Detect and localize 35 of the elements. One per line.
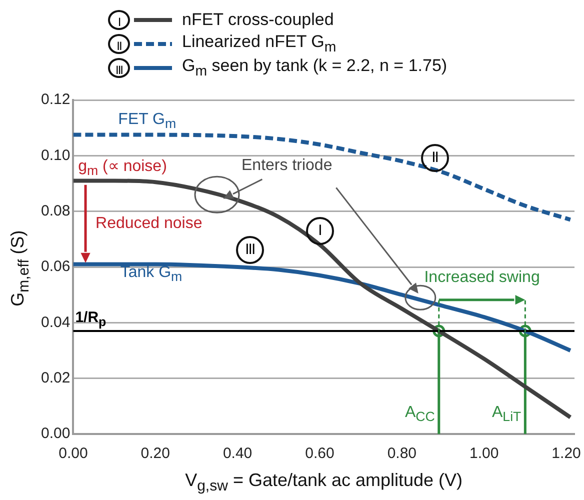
text: III bbox=[115, 63, 122, 77]
y-tick-label: 0.08 bbox=[40, 202, 70, 220]
annotation: Tank G$_{m}$ bbox=[120, 264, 182, 285]
annotation: III bbox=[236, 236, 264, 264]
annotation: FET G$_{m}$ bbox=[118, 111, 176, 132]
y-tick-label: 0.12 bbox=[40, 91, 70, 108]
line-series bbox=[73, 262, 572, 352]
y-tick-label: 0.00 bbox=[40, 425, 70, 442]
annotation: A$_{CC}$ bbox=[404, 404, 435, 424]
annotation: Enters triode bbox=[242, 157, 332, 176]
x-tick-label: 0.40 bbox=[222, 445, 252, 462]
annotation: Reduced noise bbox=[96, 215, 202, 234]
x-tick-label: 0.20 bbox=[140, 445, 170, 462]
x-axis-title: V$_{g,sw}$ = Gate/tank ac amplitude (V) bbox=[184, 470, 464, 495]
x-tick-label: 1.00 bbox=[469, 445, 499, 462]
annotation: A$_{LiT}$ bbox=[492, 404, 522, 424]
annotation: II bbox=[420, 144, 449, 172]
annotation: I bbox=[306, 216, 334, 245]
ref-line-label: 1/R$_{p}$ bbox=[75, 309, 106, 330]
x-tick-label: 0.00 bbox=[58, 445, 88, 462]
x-tick-label: 0.60 bbox=[305, 445, 334, 462]
annotation: Increased swing bbox=[424, 268, 540, 287]
y-tick-label: 0.02 bbox=[40, 369, 70, 386]
text: II bbox=[116, 39, 122, 53]
x-tick-label: 0.80 bbox=[387, 445, 417, 462]
y-tick-label: 0.10 bbox=[40, 146, 70, 164]
legend-label: Linearized nFET G$_{m}$ bbox=[182, 32, 336, 56]
text: I bbox=[118, 15, 120, 29]
x-tick-label: 1.20 bbox=[552, 445, 581, 462]
y-tick-label: 0.06 bbox=[40, 258, 70, 276]
annotation: g$_{m}$ (∝ noise) bbox=[78, 156, 167, 178]
y-tick-label: 0.04 bbox=[40, 314, 70, 331]
legend-label: G$_{m}$ seen by tank (k = 2.2, n = 1.75) bbox=[182, 56, 448, 80]
legend-label: nFET cross-coupled bbox=[182, 10, 334, 30]
line-series bbox=[73, 178, 572, 420]
